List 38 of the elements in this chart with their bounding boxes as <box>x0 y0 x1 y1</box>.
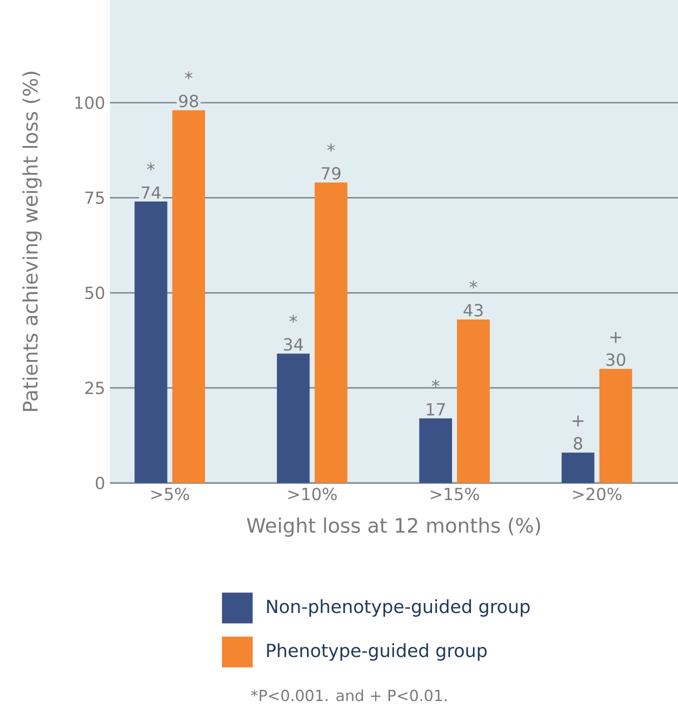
bar <box>457 319 490 483</box>
y-tick-label: 50 <box>85 286 104 300</box>
y-tick-label: 100 <box>75 96 104 109</box>
data-label: 17 <box>426 403 445 416</box>
data-label: 34 <box>284 338 303 351</box>
bar <box>314 182 348 483</box>
x-tick-label: >5% <box>151 488 190 500</box>
data-label: 79 <box>322 166 340 180</box>
legend-label: Non-phenotype-guided group <box>267 599 530 617</box>
bar <box>276 354 310 483</box>
y-tick-label: 75 <box>85 192 104 204</box>
annotation: * <box>327 144 335 152</box>
legend-label: Phenotype-guided group <box>267 643 487 661</box>
data-label: 30 <box>606 353 626 366</box>
data-label: 43 <box>464 304 483 317</box>
y-axis-title: Patients achieving weight loss (%) <box>22 72 42 411</box>
bar <box>599 368 632 483</box>
x-tick-label: >20% <box>573 488 622 500</box>
y-tick-label: 0 <box>96 476 104 490</box>
data-label: 8 <box>574 437 582 450</box>
annotation: * <box>147 162 155 171</box>
x-tick-label: >15% <box>430 488 480 500</box>
annotation: * <box>470 280 478 288</box>
bar <box>134 202 168 483</box>
y-tick-label: 25 <box>85 382 104 394</box>
annotation: + <box>610 332 622 343</box>
data-label: 74 <box>142 186 161 199</box>
annotation: * <box>289 314 298 323</box>
annotation: * <box>432 379 440 388</box>
bar <box>562 452 594 483</box>
x-axis-title: Weight loss at 12 months (%) <box>246 517 540 537</box>
annotation: * <box>184 71 192 80</box>
annotation: + <box>572 416 584 427</box>
bar <box>419 418 452 483</box>
x-tick-label: >10% <box>288 488 337 500</box>
data-label: 98 <box>179 94 198 108</box>
text: *P<0.001. and + P<0.01. <box>251 689 446 702</box>
bar <box>172 110 206 483</box>
